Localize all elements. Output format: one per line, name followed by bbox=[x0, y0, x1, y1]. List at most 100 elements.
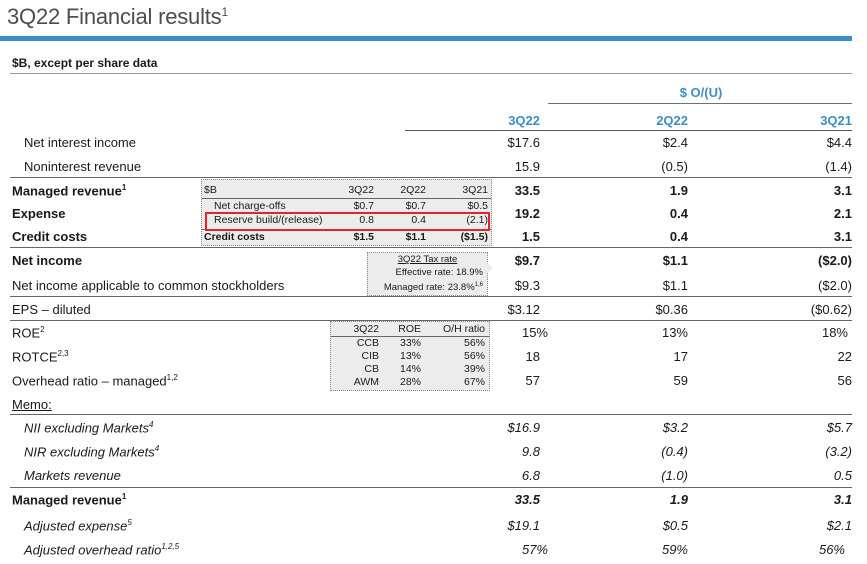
box-cell: 67% bbox=[463, 376, 485, 388]
divider bbox=[10, 487, 852, 488]
divider bbox=[10, 414, 852, 415]
cell: $1.1 bbox=[662, 253, 688, 268]
box-header: 3Q22 bbox=[348, 184, 374, 196]
column-header-2q22: 2Q22 bbox=[656, 113, 688, 128]
row-label-markets-revenue: Markets revenue bbox=[24, 468, 121, 483]
cell: 0.5 bbox=[833, 468, 852, 483]
cell: (3.2) bbox=[825, 444, 852, 459]
cell: $4.4 bbox=[826, 135, 852, 150]
cell: 56 bbox=[837, 373, 852, 388]
cell: $2.4 bbox=[662, 135, 688, 150]
cell: 1.9 bbox=[669, 183, 688, 198]
cell: 15% bbox=[521, 325, 548, 340]
cell: 56% bbox=[818, 542, 845, 557]
cell: 13% bbox=[661, 325, 688, 340]
cell: ($2.0) bbox=[818, 278, 852, 293]
cell: 33.5 bbox=[514, 183, 540, 198]
box-cell: $0.7 bbox=[353, 200, 374, 212]
box-header: ROE bbox=[398, 323, 421, 335]
cell: $3.2 bbox=[662, 420, 688, 435]
cell: 59 bbox=[673, 373, 688, 388]
row-label-nir-ex-markets: NIR excluding Markets4 bbox=[24, 444, 160, 460]
row-label-net-income: Net income bbox=[12, 253, 83, 268]
tax-box-title: 3Q22 Tax rate bbox=[397, 254, 458, 265]
cell: $9.7 bbox=[514, 253, 540, 268]
cell: 1.5 bbox=[521, 229, 540, 244]
cell: 0.4 bbox=[669, 206, 688, 221]
cell: 33.5 bbox=[514, 492, 540, 507]
box-cell: 0.4 bbox=[411, 214, 426, 226]
column-header-3q21: 3Q21 bbox=[820, 113, 852, 128]
divider bbox=[202, 198, 491, 199]
row-label-nir: Noninterest revenue bbox=[24, 159, 142, 174]
cell: $17.6 bbox=[507, 135, 540, 150]
cell: $1.1 bbox=[662, 278, 688, 293]
box-cell: 56% bbox=[463, 350, 485, 362]
row-label-managed-revenue-memo: Managed revenue1 bbox=[12, 492, 127, 508]
managed-rate: Managed rate: 23.8%1,6 bbox=[383, 282, 483, 294]
row-label-ni-common: Net income applicable to common stockhol… bbox=[12, 278, 285, 293]
cell: 17 bbox=[673, 349, 688, 364]
cell: 57% bbox=[521, 542, 548, 557]
effective-rate: Effective rate: 18.9% bbox=[395, 267, 484, 278]
row-label-roe: ROE2 bbox=[12, 325, 45, 341]
row-label-nii-ex-markets: NII excluding Markets4 bbox=[24, 420, 154, 436]
divider bbox=[10, 73, 852, 74]
divider bbox=[405, 130, 852, 131]
cell: 22 bbox=[837, 349, 852, 364]
box-header: 3Q21 bbox=[462, 184, 488, 196]
box-row-label: CCB bbox=[356, 337, 379, 349]
box-row-label: Credit costs bbox=[204, 231, 265, 243]
divider bbox=[548, 103, 852, 104]
cell: (0.4) bbox=[661, 444, 688, 459]
segment-roe-box: 3Q22 ROE O/H ratio CCB 33% 56% CIB 13% 5… bbox=[330, 321, 490, 391]
box-cell: 0.8 bbox=[359, 214, 374, 226]
box-row-label: Reserve build/(release) bbox=[214, 214, 323, 226]
box-row-label: AWM bbox=[353, 376, 379, 388]
box-cell: $0.5 bbox=[467, 200, 488, 212]
box-cell: 56% bbox=[463, 337, 485, 349]
box-row-label: Net charge-offs bbox=[214, 200, 286, 212]
box-row-label: CB bbox=[364, 363, 379, 375]
box-cell: $1.5 bbox=[353, 231, 374, 243]
row-label-managed-revenue: Managed revenue1 bbox=[12, 183, 127, 199]
cell: 57 bbox=[525, 373, 540, 388]
box-cell: $1.1 bbox=[405, 231, 426, 243]
row-label-eps: EPS – diluted bbox=[12, 302, 91, 317]
title-underline bbox=[0, 36, 852, 41]
cell: $3.12 bbox=[507, 302, 540, 317]
cell: $0.36 bbox=[655, 302, 688, 317]
units-subtitle: $B, except per share data bbox=[12, 56, 158, 70]
cell: $2.1 bbox=[826, 518, 852, 533]
divider bbox=[10, 177, 852, 178]
cell: 9.8 bbox=[521, 444, 540, 459]
cell: 1.9 bbox=[669, 492, 688, 507]
box-cell: (2.1) bbox=[466, 214, 488, 226]
divider bbox=[331, 336, 489, 337]
cell: ($2.0) bbox=[818, 253, 852, 268]
cell: $0.5 bbox=[662, 518, 688, 533]
divider bbox=[10, 247, 852, 248]
cell: 59% bbox=[661, 542, 688, 557]
row-label-rotce: ROTCE2,3 bbox=[12, 349, 69, 365]
memo-label: Memo: bbox=[12, 397, 52, 412]
row-label-adjusted-overhead: Adjusted overhead ratio1,2,5 bbox=[24, 542, 180, 558]
box-header: 3Q22 bbox=[353, 323, 379, 335]
row-label-overhead-ratio: Overhead ratio – managed1,2 bbox=[12, 373, 178, 389]
cell: (1.0) bbox=[661, 468, 688, 483]
tax-rate-callout: 3Q22 Tax rate Effective rate: 18.9% Mana… bbox=[367, 252, 488, 296]
cell: $19.1 bbox=[507, 518, 540, 533]
box-cell: $0.7 bbox=[405, 200, 426, 212]
box-header: O/H ratio bbox=[442, 323, 485, 335]
callout-pointer bbox=[486, 262, 493, 274]
cell: 0.4 bbox=[669, 229, 688, 244]
cell: $5.7 bbox=[826, 420, 852, 435]
cell: ($0.62) bbox=[810, 302, 852, 317]
cell: 3.1 bbox=[833, 229, 852, 244]
row-label-adjusted-expense: Adjusted expense5 bbox=[24, 518, 132, 534]
cell: $9.3 bbox=[514, 278, 540, 293]
box-header: 2Q22 bbox=[400, 184, 426, 196]
over-under-header: $ O/(U) bbox=[679, 85, 723, 100]
box-header: $B bbox=[204, 184, 217, 196]
box-cell: 14% bbox=[399, 363, 421, 375]
